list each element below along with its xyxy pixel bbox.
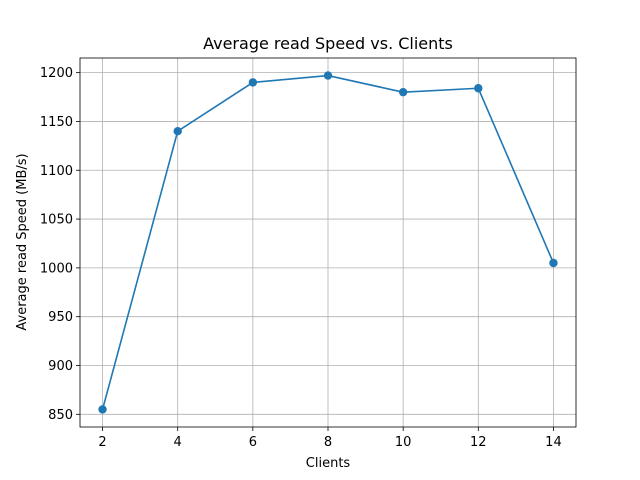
x-tick-label: 14 — [545, 435, 562, 450]
y-tick-label: 1150 — [40, 115, 73, 130]
y-tick-label: 1200 — [40, 66, 73, 81]
x-tick-label: 10 — [395, 435, 412, 450]
data-point — [324, 71, 332, 79]
x-tick-label: 8 — [324, 435, 332, 450]
x-tick-label: 2 — [98, 435, 106, 450]
y-tick-label: 850 — [48, 408, 73, 423]
data-point — [173, 127, 181, 135]
data-point — [474, 84, 482, 92]
x-tick-label: 6 — [249, 435, 257, 450]
y-tick-label: 950 — [48, 310, 73, 325]
x-axis-label: Clients — [306, 456, 351, 471]
x-tick-label: 4 — [174, 435, 182, 450]
chart-title: Average read Speed vs. Clients — [203, 34, 453, 53]
y-tick-label: 900 — [48, 359, 73, 374]
y-tick-label: 1100 — [40, 164, 73, 179]
x-tick-label: 12 — [470, 435, 487, 450]
data-point — [549, 259, 557, 267]
data-point — [98, 405, 106, 413]
data-point — [399, 88, 407, 96]
y-tick-label: 1050 — [40, 213, 73, 228]
data-point — [249, 78, 257, 86]
y-tick-label: 1000 — [40, 261, 73, 276]
y-axis-label: Average read Speed (MB/s) — [15, 153, 30, 330]
